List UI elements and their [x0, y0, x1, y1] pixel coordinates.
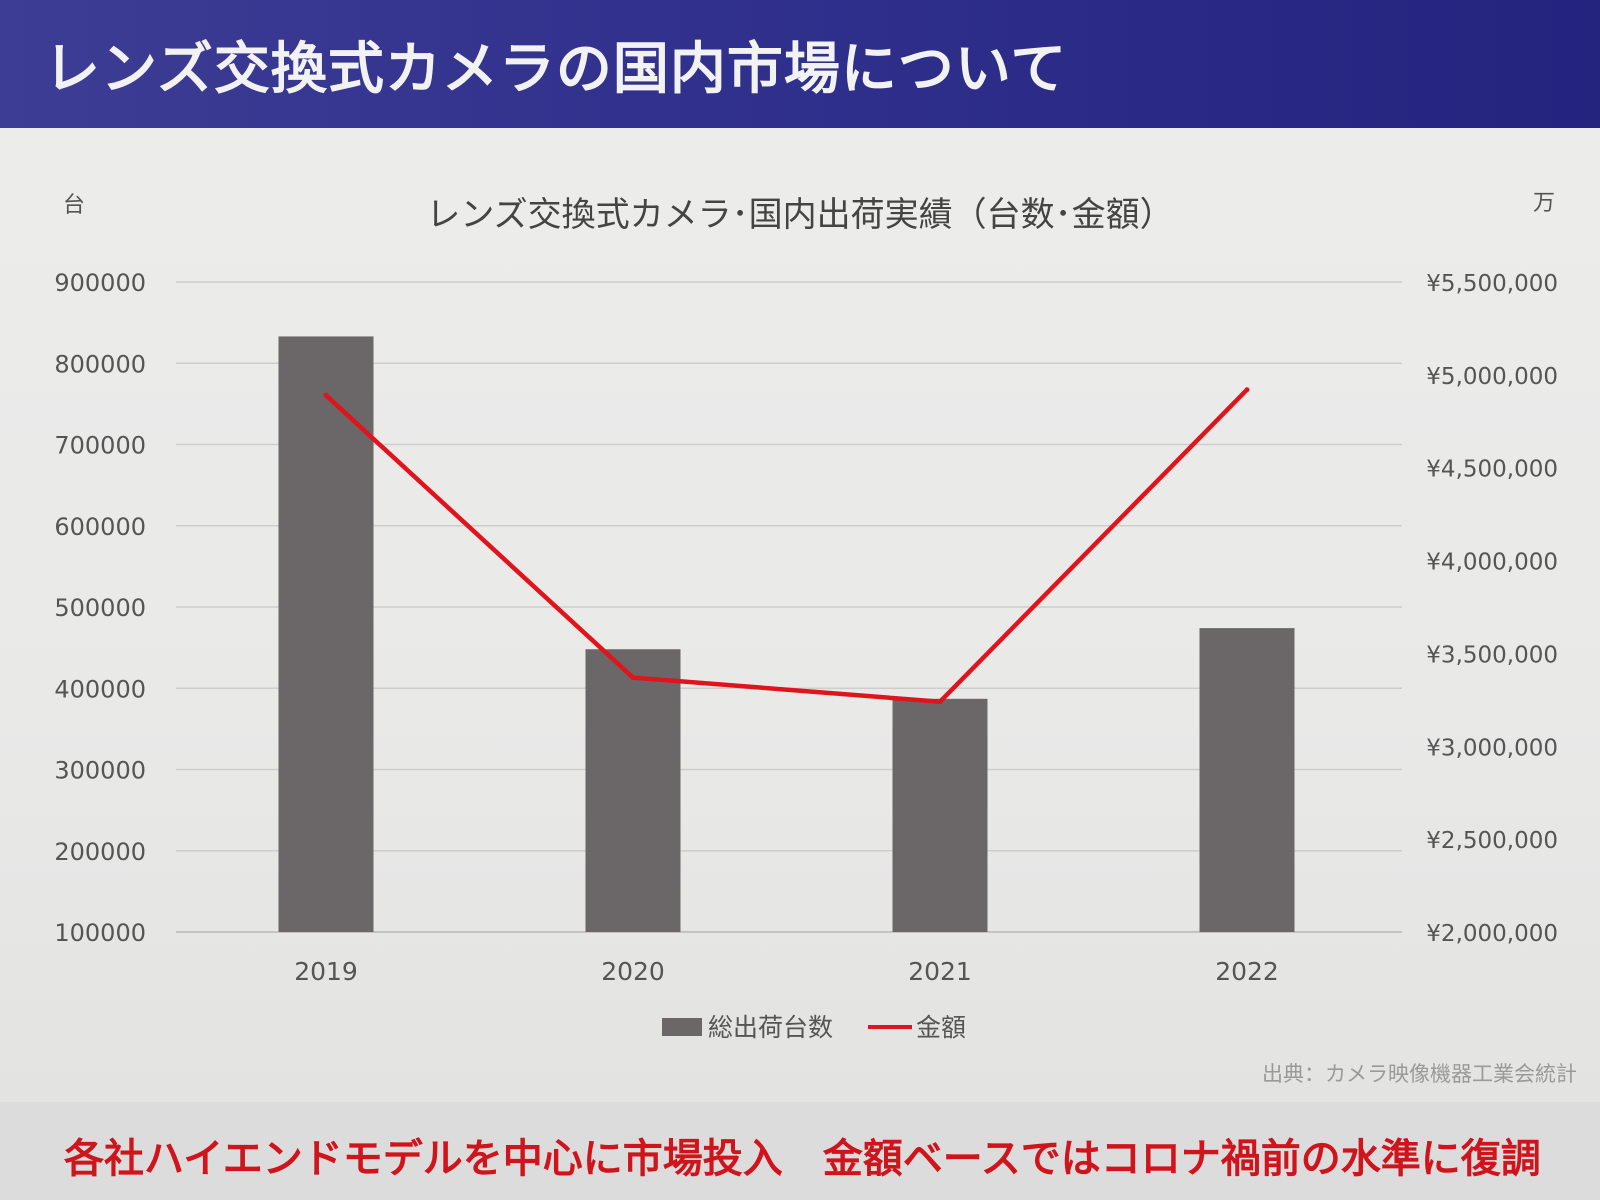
- source-note: 出典：カメラ映像機器工業会統計: [1262, 1062, 1577, 1086]
- left-axis-ticks: 900000 800000 700000 600000 500000 400000 3000…: [54, 269, 146, 947]
- line-point: [1244, 387, 1250, 393]
- bar: [892, 698, 988, 932]
- chart-area: [0, 128, 1600, 1102]
- right-tick-label: ¥3,000,000: [1426, 735, 1558, 761]
- left-tick-label: 900000: [54, 269, 146, 297]
- x-tick-label: 2021: [908, 957, 972, 986]
- bar: [585, 649, 681, 932]
- x-axis-ticks: 2019 2020 2021 2022: [294, 957, 1279, 986]
- right-tick-label: ¥2,500,000: [1426, 828, 1558, 854]
- bar: [278, 336, 374, 932]
- legend-swatch-bar: [662, 1018, 702, 1036]
- left-tick-label: 600000: [54, 513, 146, 541]
- right-tick-label: ¥3,500,000: [1426, 642, 1558, 668]
- bar-series: [278, 336, 1295, 932]
- left-tick-label: 500000: [54, 594, 146, 622]
- left-tick-label: 800000: [54, 350, 146, 378]
- right-tick-label: ¥4,000,000: [1426, 550, 1558, 576]
- legend: 総出荷台数 金額: [662, 1013, 966, 1042]
- slide-header: [0, 0, 1600, 128]
- chart-title: レンズ交換式カメラ･国内出荷実績（台数･金額）: [426, 195, 1173, 235]
- conclusion-banner: [0, 1102, 1600, 1200]
- legend-label-line: 金額: [916, 1013, 966, 1042]
- conclusion-text: 各社ハイエンドモデルを中心に市場投入 金額ベースではコロナ禍前の水準に復調: [64, 1136, 1541, 1182]
- left-axis-unit: 台: [63, 193, 85, 218]
- left-tick-label: 300000: [54, 757, 146, 785]
- line-point: [630, 675, 636, 681]
- line-path: [324, 388, 1249, 704]
- bar: [1199, 628, 1295, 932]
- x-tick-label: 2020: [601, 957, 665, 986]
- line-point: [937, 699, 943, 705]
- right-tick-label: ¥2,000,000: [1426, 921, 1558, 947]
- chart: レンズ交換式カメラ･国内出荷実績（台数･金額） 台 万 900000 800000…: [54, 191, 1558, 1042]
- x-tick-label: 2019: [294, 957, 358, 986]
- left-tick-label: 100000: [54, 919, 146, 947]
- right-tick-label: ¥5,000,000: [1426, 364, 1558, 390]
- right-tick-label: ¥5,500,000: [1426, 271, 1558, 297]
- x-tick-label: 2022: [1215, 957, 1279, 986]
- line-point: [323, 392, 329, 398]
- right-axis-ticks: ¥5,500,000 ¥5,000,000 ¥4,500,000 ¥4,000,000…: [1426, 271, 1558, 947]
- left-tick-label: 700000: [54, 432, 146, 460]
- line-series: [323, 387, 1250, 705]
- legend-label-bar: 総出荷台数: [708, 1013, 833, 1042]
- right-tick-label: ¥4,500,000: [1426, 457, 1558, 483]
- left-tick-label: 400000: [54, 675, 146, 703]
- slide-title: レンズ交換式カメラの国内市場について: [44, 37, 1068, 102]
- right-axis-unit: 万: [1533, 191, 1555, 216]
- left-tick-label: 200000: [54, 838, 146, 866]
